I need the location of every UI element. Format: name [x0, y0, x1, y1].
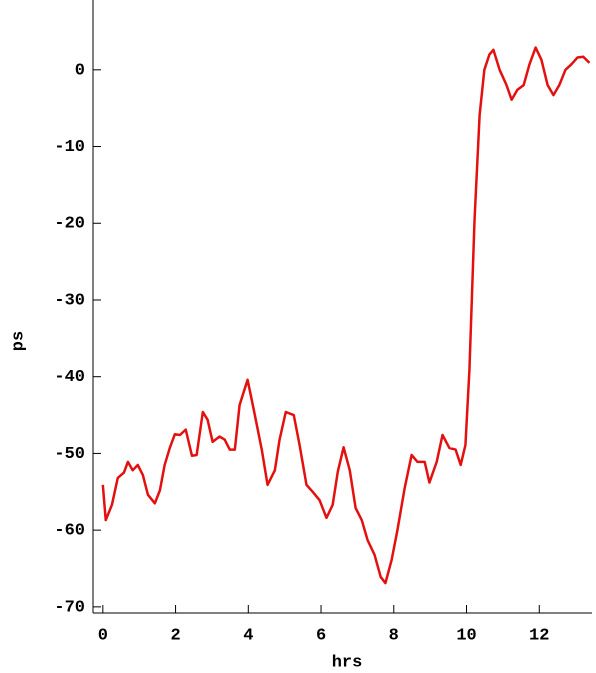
y-tick-label: -60	[54, 522, 85, 541]
y-tick-label: 0	[75, 61, 85, 80]
y-axis-label: ps	[9, 331, 28, 351]
x-tick-label: 0	[98, 626, 108, 645]
x-tick-label: 10	[456, 626, 476, 645]
x-tick-label: 2	[170, 626, 180, 645]
y-tick-label: -30	[54, 291, 85, 310]
y-tick-label: -20	[54, 215, 85, 234]
y-tick-label: -10	[54, 138, 85, 157]
x-tick-label: 8	[389, 626, 399, 645]
x-axis-label: hrs	[332, 653, 363, 672]
y-tick-label: -40	[54, 368, 85, 387]
x-tick-label: 4	[243, 626, 253, 645]
x-tick-label: 6	[316, 626, 326, 645]
y-tick-label: -50	[54, 445, 85, 464]
y-tick-label: -70	[54, 598, 85, 617]
data-line	[101, 46, 591, 585]
x-tick-label: 12	[529, 626, 549, 645]
